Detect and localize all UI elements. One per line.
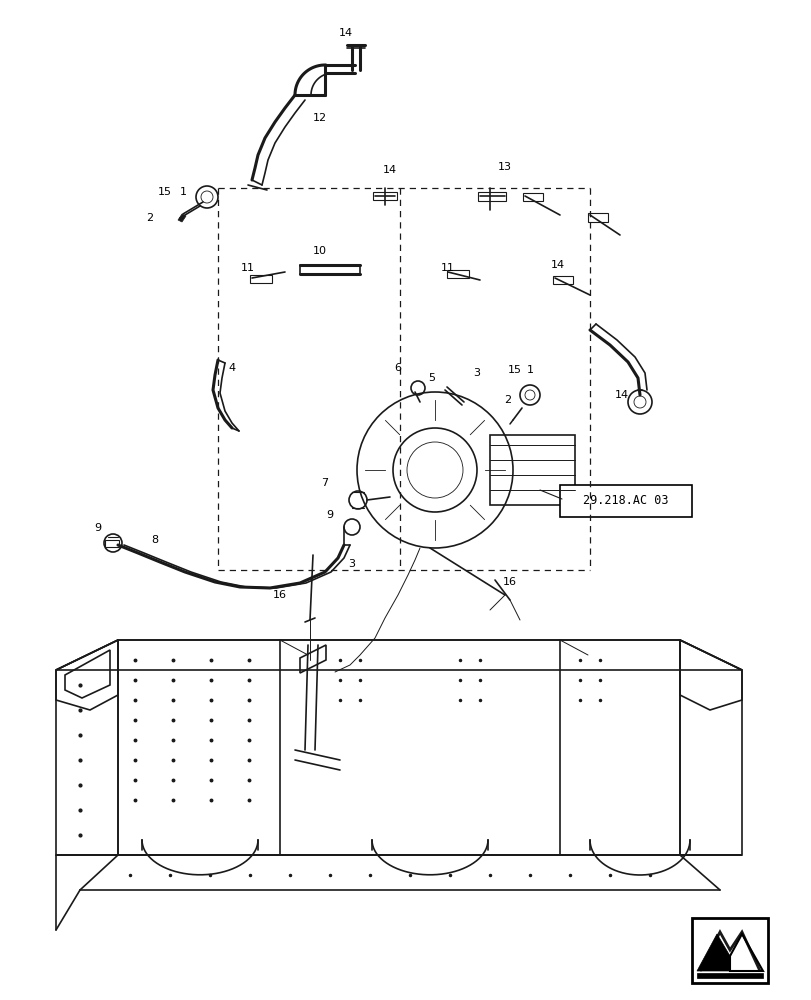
Text: 12: 12 bbox=[312, 113, 327, 123]
Text: 6: 6 bbox=[394, 363, 401, 373]
Bar bbox=[552, 276, 573, 284]
Text: 8: 8 bbox=[151, 535, 158, 545]
Text: 29.218.AC 03: 29.218.AC 03 bbox=[582, 494, 668, 508]
Text: 5: 5 bbox=[428, 373, 435, 383]
Text: 7: 7 bbox=[321, 478, 328, 488]
Polygon shape bbox=[696, 934, 729, 971]
Text: 4: 4 bbox=[228, 363, 235, 373]
Text: 3: 3 bbox=[473, 368, 480, 378]
Text: 11: 11 bbox=[440, 263, 454, 273]
Text: 14: 14 bbox=[550, 260, 564, 270]
Bar bbox=[478, 192, 505, 201]
Text: 16: 16 bbox=[502, 577, 517, 587]
Text: 14: 14 bbox=[338, 28, 353, 38]
Bar bbox=[446, 270, 469, 278]
Bar bbox=[372, 192, 397, 200]
Text: 15: 15 bbox=[508, 365, 521, 375]
Text: 16: 16 bbox=[272, 590, 286, 600]
Text: 1: 1 bbox=[526, 365, 533, 375]
Text: 14: 14 bbox=[614, 390, 629, 400]
Bar bbox=[489, 435, 574, 505]
Bar bbox=[522, 193, 543, 201]
Bar bbox=[105, 540, 119, 547]
Text: 1: 1 bbox=[179, 187, 187, 197]
Text: 2: 2 bbox=[146, 213, 153, 223]
Bar bbox=[587, 213, 607, 222]
Bar bbox=[250, 275, 272, 283]
Text: 10: 10 bbox=[312, 246, 327, 256]
Text: 9: 9 bbox=[326, 510, 333, 520]
FancyBboxPatch shape bbox=[560, 485, 691, 517]
Text: 15: 15 bbox=[158, 187, 172, 197]
Polygon shape bbox=[696, 973, 762, 978]
Text: 13: 13 bbox=[497, 162, 512, 172]
Bar bbox=[691, 918, 767, 983]
Text: 14: 14 bbox=[383, 165, 397, 175]
Text: 2: 2 bbox=[504, 395, 511, 405]
Text: 9: 9 bbox=[94, 523, 101, 533]
Text: 11: 11 bbox=[241, 263, 255, 273]
Text: 3: 3 bbox=[348, 559, 355, 569]
Polygon shape bbox=[178, 214, 186, 222]
